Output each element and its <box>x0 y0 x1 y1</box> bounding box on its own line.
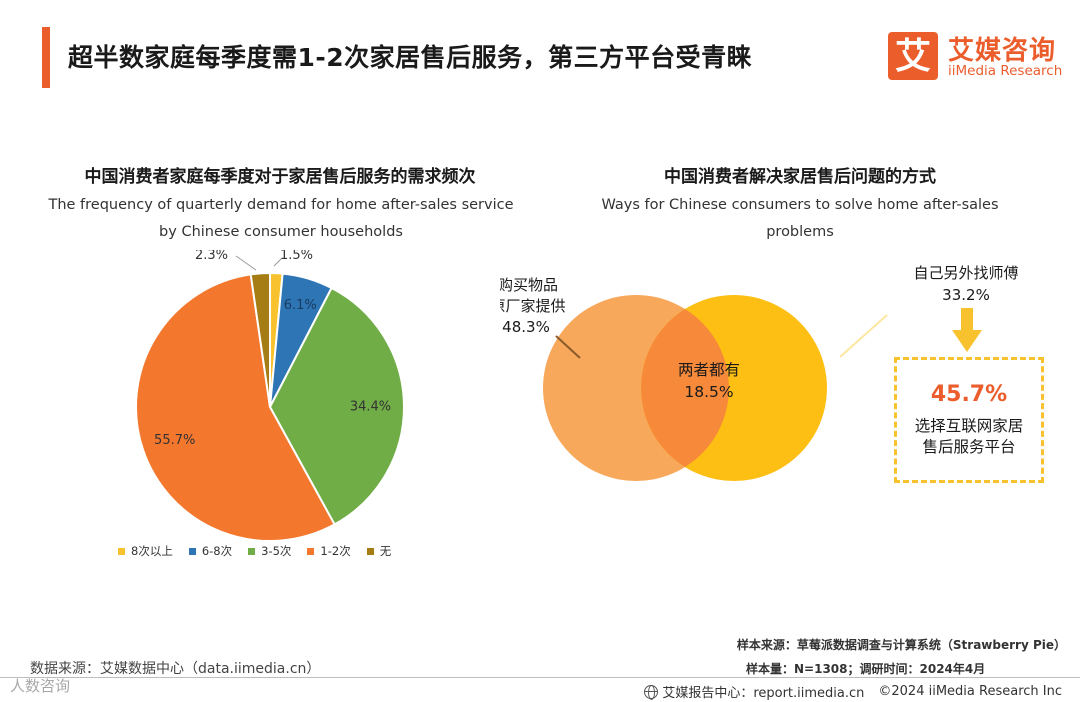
iimedia-logo: 艾 艾媒咨询 iiMedia Research <box>888 30 1068 86</box>
venn-overlap-label: 两者都有 <box>678 361 740 379</box>
pie-chart-title: 中国消费者家庭每季度对于家居售后服务的需求频次 <box>84 167 476 187</box>
venn-overlap-value: 18.5% <box>684 383 733 401</box>
legend-label-1-2: 1-2次 <box>320 544 351 558</box>
venn-right-leader-line <box>839 314 888 358</box>
footer-divider <box>0 677 1080 678</box>
legend-item-6-8: 6-8次 <box>188 543 233 559</box>
venn-right-label: 自己另外找师傅 <box>913 264 1018 282</box>
pie-label-1-2: 55.7% <box>154 433 195 448</box>
globe-icon <box>644 685 659 700</box>
venn-chart-subtitle: Ways for Chinese consumers to solve home… <box>601 197 999 240</box>
callout-label-line2: 售后服务平台 <box>922 438 1016 456</box>
watermark-text: 人数咨询 <box>10 677 71 695</box>
report-center-link[interactable]: 艾媒报告中心：report.iimedia.cn <box>644 682 864 701</box>
legend-swatch-8-plus <box>118 547 125 555</box>
legend-label-none: 无 <box>379 544 392 558</box>
legend-label-6-8: 6-8次 <box>201 544 233 558</box>
legend-item-8-plus: 8次以上 <box>118 543 173 559</box>
data-source: 数据来源：艾媒数据中心（data.iimedia.cn） <box>30 661 321 677</box>
copyright-text: ©2024 iiMedia Research Inc <box>878 684 1062 699</box>
logo-cn-text: 艾媒咨询 <box>948 36 1057 66</box>
sample-size: 样本量：N=1308；调研时间：2024年4月 <box>746 662 986 676</box>
pie-leader-line-8-plus <box>273 257 283 267</box>
callout-label-line1: 选择互联网家居 <box>914 417 1024 435</box>
footer-bottom: 艾媒报告中心：report.iimedia.cn ©2024 iiMedia R… <box>644 682 1062 701</box>
venn-left-leader-line <box>555 335 581 359</box>
report-center-text: 艾媒报告中心：report.iimedia.cn <box>662 686 865 701</box>
pie-slice-none <box>249 271 271 408</box>
legend-swatch-6-8 <box>188 547 196 555</box>
venn-right-value: 33.2% <box>942 286 990 304</box>
pie-label-3-5: 34.4% <box>350 400 391 415</box>
pie-label-none: 2.3% <box>195 250 228 263</box>
pie-label-8-plus: 1.5% <box>280 250 313 263</box>
legend-item-none: 无 <box>366 543 392 559</box>
venn-left-label-line1: 购买物品 <box>500 276 558 294</box>
venn-chart-title: 中国消费者解决家居售后问题的方式 <box>664 167 936 187</box>
callout-label: 选择互联网家居 售后服务平台 <box>897 416 1041 458</box>
pie-slice-3-5 <box>268 286 405 526</box>
pie-chart: 1.5% 6.1% 34.4% 55.7% 2.3% <box>135 250 405 542</box>
legend-swatch-none <box>366 547 374 555</box>
title-accent-bar <box>42 27 50 88</box>
sample-source: 样本来源：草莓派数据调查与计算系统（Strawberry Pie） <box>736 638 1066 652</box>
legend-item-3-5: 3-5次 <box>248 543 291 559</box>
venn-diagram: 购买物品 原厂家提供 48.3% 两者都有 18.5% 自己另外找师傅 33.2… <box>500 264 1019 481</box>
legend-label-3-5: 3-5次 <box>261 544 292 558</box>
callout-value: 45.7% <box>930 382 1008 407</box>
pie-leader-line-none <box>235 255 257 271</box>
venn-overlap <box>641 309 729 467</box>
pie-slice-1-2 <box>135 273 336 542</box>
legend-swatch-1-2 <box>307 547 315 555</box>
platform-callout-box: 45.7% 选择互联网家居 售后服务平台 <box>894 357 1044 483</box>
legend-swatch-3-5 <box>248 547 256 555</box>
logo-en-text: iiMedia Research <box>948 63 1063 79</box>
legend-label-8-plus: 8次以上 <box>131 544 173 558</box>
page-title: 超半数家庭每季度需1-2次家居售后服务，第三方平台受青睐 <box>68 43 753 72</box>
pie-label-6-8: 6.1% <box>284 298 317 313</box>
arrow-down-icon <box>952 308 982 352</box>
venn-left-value: 48.3% <box>502 318 550 336</box>
legend-item-1-2: 1-2次 <box>307 543 351 559</box>
venn-left-label-line2: 原厂家提供 <box>500 297 566 315</box>
pie-chart-subtitle: The frequency of quarterly demand for ho… <box>48 197 514 240</box>
pie-legend: 8次以上 6-8次 3-5次 1-2次 无 <box>118 543 391 559</box>
logo-ai-icon: 艾 <box>888 32 938 80</box>
